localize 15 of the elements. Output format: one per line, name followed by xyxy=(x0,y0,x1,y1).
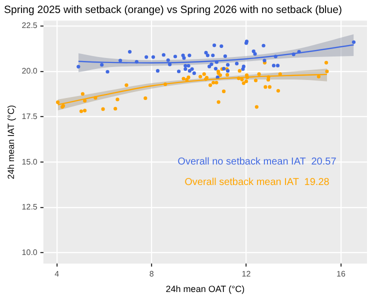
chart-title: Spring 2025 with setback (orange) vs Spring 2026 with no setback (blue) xyxy=(4,4,342,16)
annotation: Overall no setback mean IAT 20.57 xyxy=(178,156,337,168)
x-tick-label: 16 xyxy=(336,270,346,279)
x-axis-title: 24h mean OAT (°C) xyxy=(166,284,245,294)
x-tick-label: 12 xyxy=(242,270,252,279)
y-tick-label: 15.0 xyxy=(22,157,38,166)
x-tick-label: 8 xyxy=(149,270,154,279)
y-tick-label: 20.0 xyxy=(22,66,38,76)
annotation: Overall setback mean IAT 19.28 xyxy=(184,176,330,188)
y-tick-label: 17.5 xyxy=(22,112,38,121)
x-tick-label: 4 xyxy=(54,270,60,279)
y-tick-label: 10.0 xyxy=(22,248,38,257)
y-axis-title: 24h mean IAT (°C) xyxy=(6,104,16,180)
y-tick-label: 22.5 xyxy=(22,21,38,30)
y-tick-label: 12.5 xyxy=(22,202,38,212)
